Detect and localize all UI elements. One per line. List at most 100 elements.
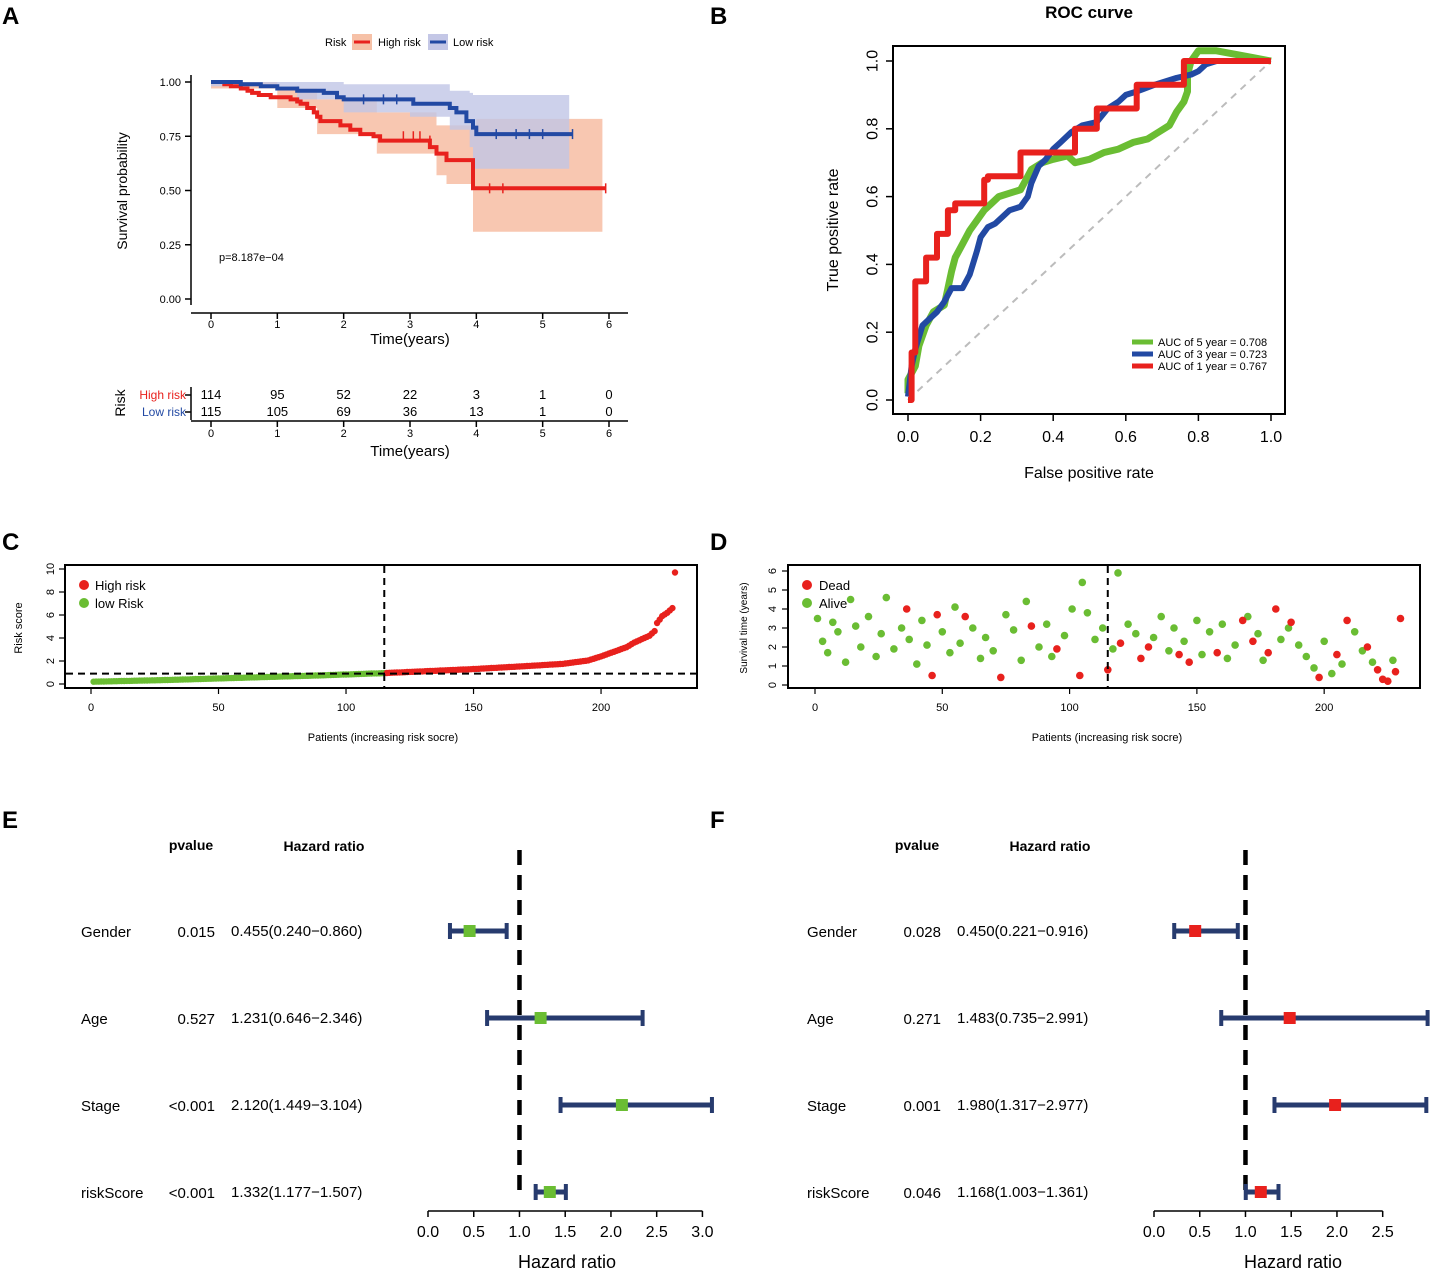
alive-point bbox=[913, 660, 921, 668]
dead-point bbox=[1391, 667, 1400, 676]
x-tick-label: 1.5 bbox=[554, 1224, 576, 1241]
alive-point bbox=[1078, 578, 1087, 587]
legend-label: AUC of 5 year = 0.708 bbox=[1158, 337, 1267, 349]
x-tick-label: 0.0 bbox=[897, 429, 919, 446]
roc-curve-1 bbox=[905, 58, 1271, 397]
x-tick-label: 0.2 bbox=[969, 429, 991, 446]
alive-point bbox=[857, 643, 865, 651]
risk-table-x-label: Time(years) bbox=[370, 443, 449, 460]
dead-point bbox=[1363, 643, 1372, 651]
hr-marker bbox=[1189, 925, 1202, 937]
hr-marker bbox=[463, 925, 476, 937]
row-label: Stage bbox=[807, 1098, 846, 1115]
y-tick-label: 3 bbox=[767, 625, 779, 631]
alive-point bbox=[823, 648, 832, 657]
risk-count: 0 bbox=[605, 387, 612, 402]
dead-point bbox=[1175, 650, 1183, 659]
x-tick-label: 3.0 bbox=[691, 1224, 713, 1241]
dead-point bbox=[1384, 677, 1392, 685]
alive-point bbox=[1294, 641, 1303, 649]
x-tick-label: 0.5 bbox=[463, 1224, 485, 1241]
alive-point bbox=[1218, 620, 1227, 628]
alive-point bbox=[1368, 658, 1377, 666]
alive-point bbox=[818, 637, 827, 646]
hr-marker bbox=[534, 1012, 547, 1024]
x-tick-label: 0.6 bbox=[1115, 429, 1137, 446]
legend-key-high bbox=[79, 580, 89, 590]
hr-marker bbox=[1254, 1186, 1267, 1198]
alive-point bbox=[1042, 620, 1051, 628]
y-tick-label: 0.25 bbox=[160, 240, 181, 252]
x-tick-label: 0.0 bbox=[417, 1224, 439, 1241]
dead-point bbox=[1343, 616, 1351, 625]
y-tick-label: 1.00 bbox=[160, 77, 181, 89]
dead-point bbox=[902, 605, 911, 613]
risk-count: 22 bbox=[403, 387, 417, 402]
x-tick-label: 2.5 bbox=[1372, 1224, 1394, 1241]
legend-key-dead bbox=[802, 580, 812, 590]
dead-point bbox=[1315, 673, 1323, 682]
dead-point bbox=[928, 671, 936, 680]
x-tick-label: 1.0 bbox=[1234, 1224, 1256, 1241]
row-label: Gender bbox=[81, 924, 131, 941]
y-tick-label: 4 bbox=[45, 635, 57, 641]
y-tick-label: 10 bbox=[45, 563, 57, 575]
y-tick-label: 0.2 bbox=[865, 321, 882, 343]
legend-label-alive: Alive bbox=[819, 596, 847, 611]
x-tick-label: 0 bbox=[812, 702, 818, 714]
x-tick-label: 0.5 bbox=[1189, 1224, 1211, 1241]
alive-point bbox=[1350, 628, 1359, 636]
dead-point bbox=[1238, 616, 1247, 625]
y-tick-label: 1.0 bbox=[865, 50, 882, 72]
alive-point bbox=[1180, 637, 1188, 646]
x-tick-label: 6 bbox=[606, 319, 612, 331]
risk-count: 0 bbox=[605, 404, 612, 419]
row-hazard-ratio: 1.332(1.177−1.507) bbox=[231, 1184, 362, 1201]
x-tick-label: 5 bbox=[540, 319, 546, 331]
alive-point bbox=[1157, 612, 1165, 621]
alive-point bbox=[1389, 656, 1397, 665]
x-tick-label: 0.4 bbox=[1042, 429, 1064, 446]
x-axis-label: False positive rate bbox=[1024, 465, 1154, 482]
alive-point bbox=[1149, 633, 1158, 642]
legend-label-low: Low risk bbox=[453, 37, 494, 49]
row-hazard-ratio: 1.231(0.646−2.346) bbox=[231, 1010, 362, 1027]
alive-point bbox=[1320, 637, 1328, 646]
risk-count: 95 bbox=[270, 387, 284, 402]
risk-x-tick-label: 2 bbox=[341, 428, 347, 440]
risk-row-label: Low risk bbox=[142, 405, 187, 419]
alive-point bbox=[890, 645, 898, 653]
risk-count: 115 bbox=[201, 404, 222, 419]
legend-label-low: low Risk bbox=[95, 596, 144, 611]
pvalue-header: pvalue bbox=[169, 837, 214, 853]
risk-count: 13 bbox=[469, 404, 483, 419]
alive-point bbox=[834, 628, 842, 636]
alive-point bbox=[846, 595, 855, 604]
dead-point bbox=[1076, 671, 1084, 680]
x-tick-label: 0 bbox=[208, 319, 214, 331]
x-tick-label: 2.5 bbox=[646, 1224, 668, 1241]
dead-point bbox=[1272, 605, 1280, 613]
alive-point bbox=[897, 624, 906, 632]
legend-key-low bbox=[79, 598, 89, 608]
high-risk-point bbox=[671, 569, 679, 576]
alive-point bbox=[829, 618, 837, 627]
risk-x-tick-label: 3 bbox=[407, 428, 413, 440]
y-tick-label: 2 bbox=[45, 658, 57, 664]
risk-count: 1 bbox=[539, 404, 546, 419]
y-tick-label: 0.0 bbox=[865, 389, 882, 411]
x-tick-label: 2 bbox=[341, 319, 347, 331]
row-label: Age bbox=[807, 1011, 834, 1028]
row-pvalue: 0.527 bbox=[177, 1011, 215, 1028]
legend-label: AUC of 1 year = 0.767 bbox=[1158, 361, 1267, 373]
x-tick-label: 150 bbox=[464, 702, 482, 714]
risk-x-tick-label: 4 bbox=[473, 428, 479, 440]
x-tick-label: 1.0 bbox=[508, 1224, 530, 1241]
alive-point bbox=[851, 622, 860, 630]
x-axis-label: Hazard ratio bbox=[518, 1252, 616, 1270]
forest-plot-F: pvalue Hazard ratio Gender 0.028 0.450(0.221… bbox=[807, 837, 1430, 1270]
panel-letter: C bbox=[2, 529, 19, 556]
panel-letter: D bbox=[710, 529, 727, 556]
plot-frame bbox=[892, 45, 1286, 415]
diagonal-reference bbox=[907, 60, 1272, 401]
